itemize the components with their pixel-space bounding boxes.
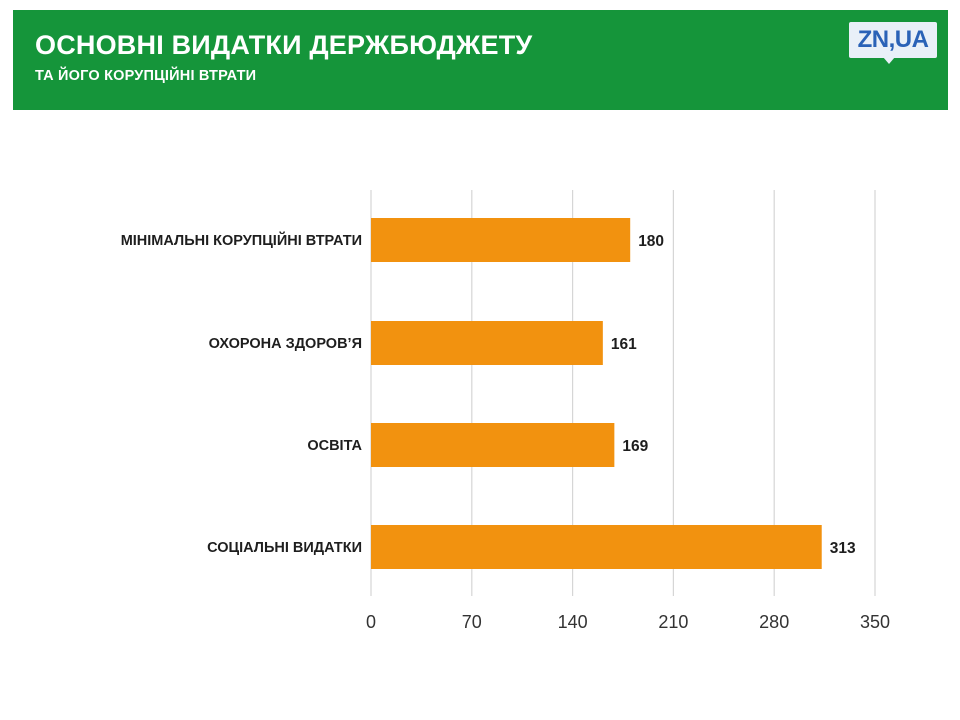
zn-ua-logo: ZN,UA bbox=[849, 22, 941, 64]
logo-speech-tail bbox=[883, 57, 895, 64]
logo-text: ZN,UA bbox=[857, 26, 929, 53]
category-label: СОЦІАЛЬНІ ВИДАТКИ bbox=[207, 540, 362, 556]
x-tick-label: 280 bbox=[759, 612, 789, 632]
bar bbox=[371, 218, 631, 262]
bar bbox=[371, 525, 822, 569]
category-label: ОСВІТА bbox=[307, 438, 362, 454]
chart-title: ОСНОВНІ ВИДАТКИ ДЕРЖБЮДЖЕТУ bbox=[35, 30, 533, 60]
x-tick-label: 140 bbox=[558, 612, 588, 632]
data-label: 161 bbox=[611, 336, 637, 353]
labels: 0 70 140 210 280 350 МІНІМАЛЬНІ КОРУПЦІЙНІ ВТР… bbox=[121, 231, 890, 632]
x-tick-label: 70 bbox=[462, 612, 482, 632]
data-label: 169 bbox=[622, 438, 648, 455]
category-label: МІНІМАЛЬНІ КОРУПЦІЙНІ ВТРАТИ bbox=[121, 231, 362, 249]
header-banner: ОСНОВНІ ВИДАТКИ ДЕРЖБЮДЖЕТУ ТА ЙОГО КОРУ… bbox=[13, 10, 948, 110]
data-label: 180 bbox=[638, 233, 664, 250]
chart-subtitle: ТА ЙОГО КОРУПЦІЙНІ ВТРАТИ bbox=[35, 68, 257, 84]
data-label: 313 bbox=[830, 540, 856, 557]
logo-box bbox=[849, 22, 937, 58]
x-tick-label: 350 bbox=[860, 612, 890, 632]
x-tick-label: 0 bbox=[366, 612, 376, 632]
x-tick-label: 210 bbox=[658, 612, 688, 632]
bars bbox=[371, 218, 822, 569]
bar bbox=[371, 423, 615, 467]
bar bbox=[371, 321, 603, 365]
category-label: ОХОРОНА ЗДОРОВ’Я bbox=[209, 336, 362, 352]
